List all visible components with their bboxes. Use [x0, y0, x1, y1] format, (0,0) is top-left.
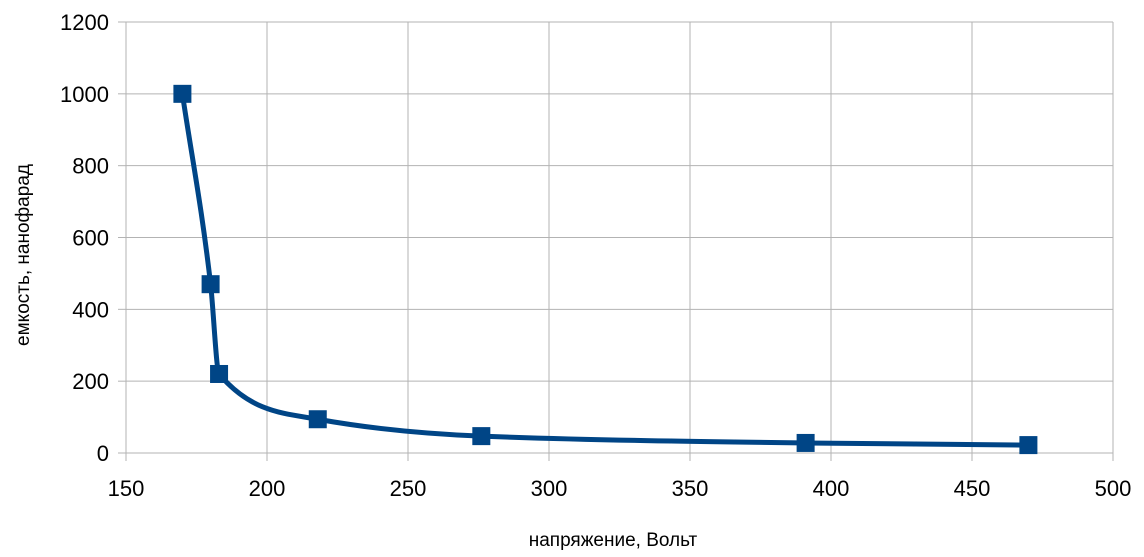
series-line	[179, 91, 1031, 448]
y-tick-label: 0	[97, 441, 109, 466]
y-tick-label: 200	[72, 369, 109, 394]
x-tick-label: 350	[672, 476, 709, 501]
x-tick-label: 400	[813, 476, 850, 501]
x-tick-label: 150	[108, 476, 145, 501]
x-axis-title: напряжение, Вольт	[529, 530, 698, 551]
x-tick-label: 300	[531, 476, 568, 501]
y-tick-label: 400	[72, 297, 109, 322]
data-point	[308, 410, 327, 429]
tick-labels: 150 200 250 300 350 400 450 500 0 200 400 600 800 100…	[60, 10, 1131, 501]
x-tick-label: 500	[1095, 476, 1132, 501]
y-axis-title: емкость, нанофарад	[13, 164, 34, 346]
x-tick-label: 200	[249, 476, 286, 501]
y-tick-label: 600	[72, 226, 109, 251]
y-tick-label: 800	[72, 154, 109, 179]
x-tick-label: 450	[954, 476, 991, 501]
series-layer	[173, 84, 1038, 455]
y-tick-label: 1000	[60, 82, 109, 107]
data-point	[472, 427, 491, 446]
data-point	[201, 275, 220, 294]
grid	[126, 21, 1114, 453]
data-point	[210, 364, 229, 383]
data-point	[1019, 436, 1038, 455]
y-tick-label: 1200	[60, 10, 109, 35]
data-point	[796, 433, 815, 452]
data-point	[173, 84, 192, 103]
axes	[118, 21, 1114, 461]
x-tick-label: 250	[390, 476, 427, 501]
